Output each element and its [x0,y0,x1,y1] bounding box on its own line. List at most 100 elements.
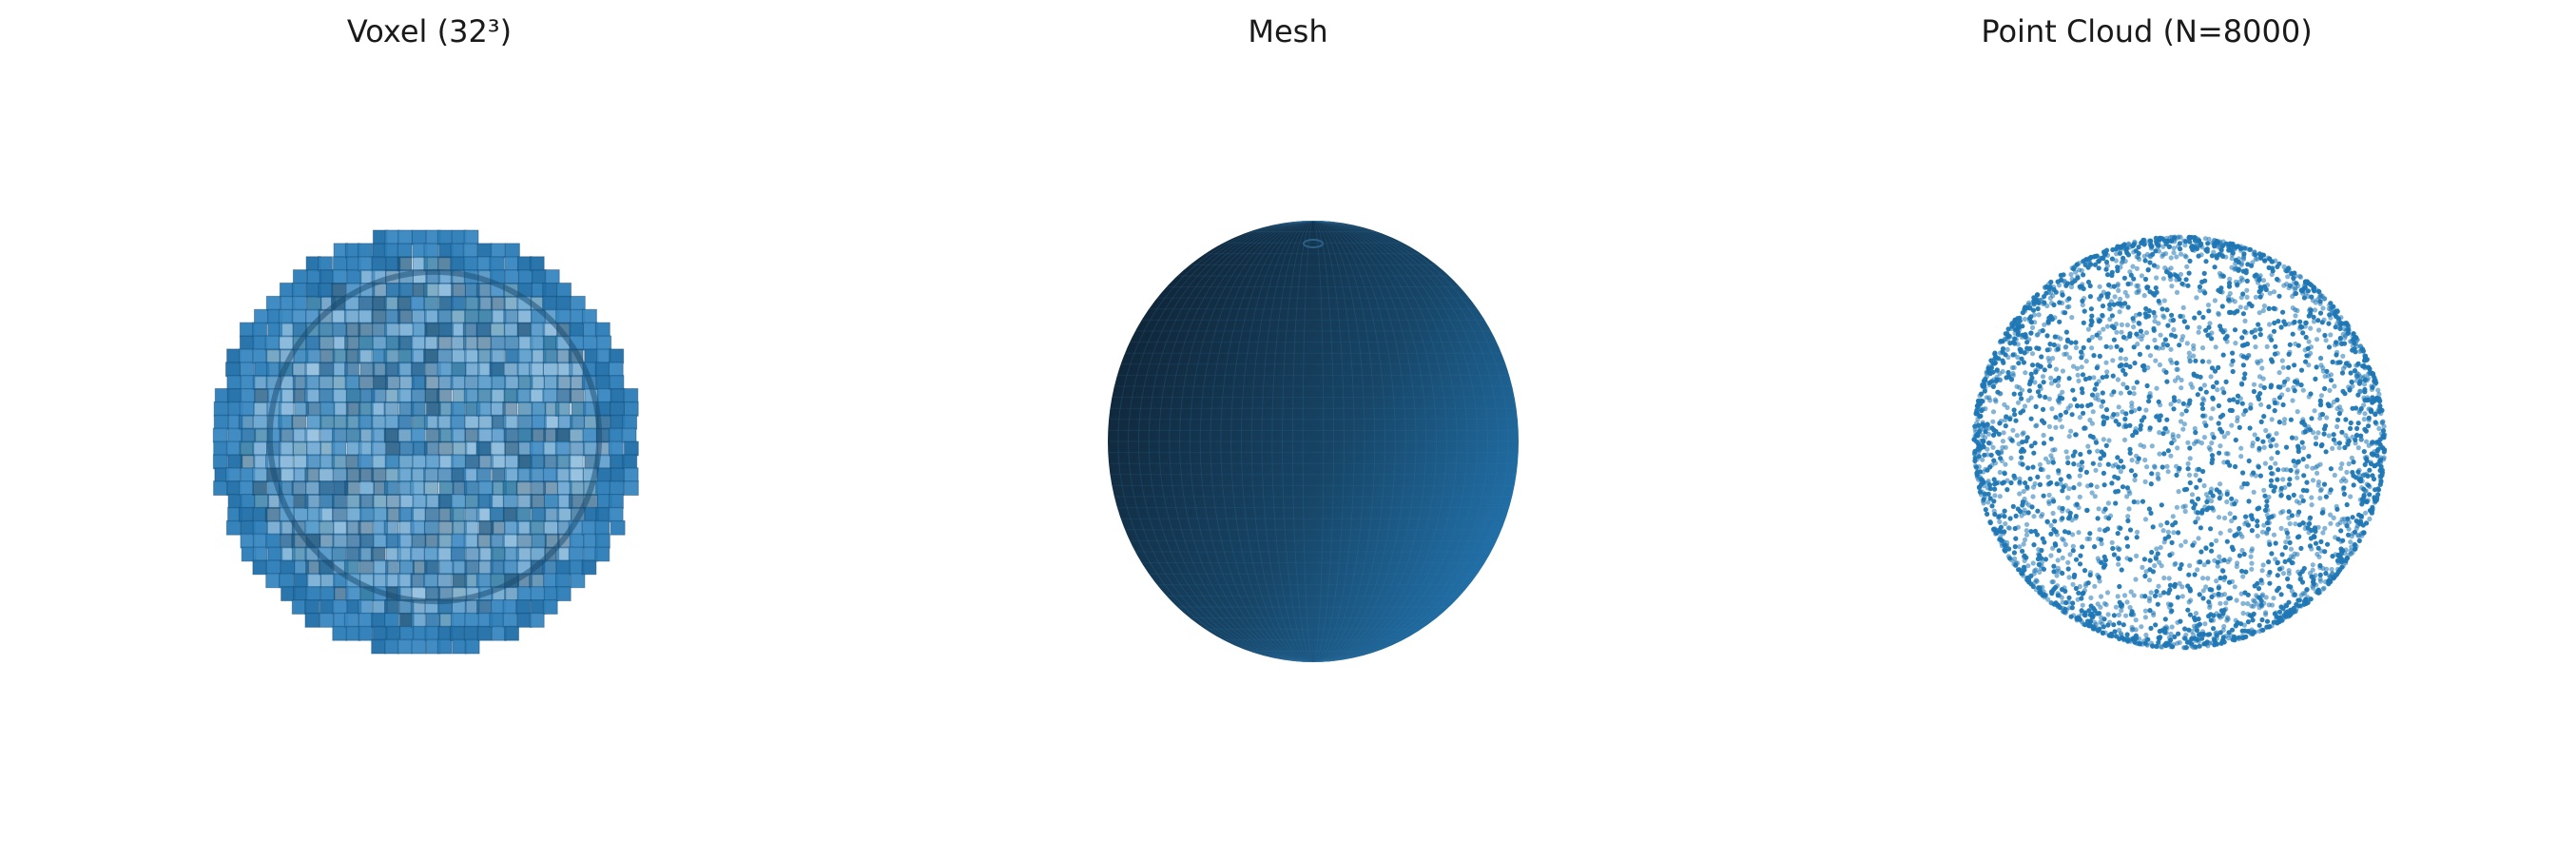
point [2067,605,2073,611]
point [2262,493,2268,499]
point [2226,579,2233,585]
point [2056,468,2062,474]
point [2356,467,2362,473]
point [2245,353,2251,359]
voxel-cell [569,388,585,403]
point [2318,362,2324,368]
point [2117,546,2122,552]
point [2048,453,2054,459]
point [2031,542,2037,548]
point [2268,333,2274,339]
point [2218,273,2224,280]
point [2056,593,2063,598]
point [2017,476,2023,481]
point [2338,322,2344,327]
point [2193,235,2198,241]
point [2259,616,2265,623]
point [2375,461,2381,467]
voxel-cell [503,388,519,403]
point [2165,529,2171,535]
point [2266,305,2272,311]
point [2022,350,2027,356]
voxel-cell [451,295,467,311]
point [2179,584,2185,590]
point [2118,356,2123,362]
point [2136,321,2141,326]
point [2149,471,2155,477]
point [2041,493,2046,499]
point [2233,437,2238,443]
point [2172,583,2178,589]
point [2101,482,2107,488]
point [2380,419,2386,424]
point [2295,597,2301,603]
point [2106,306,2112,312]
point-cloud-title: Point Cloud (N=8000) [1981,13,2313,49]
voxel-cell [333,256,348,272]
point [2073,585,2079,592]
point [2371,452,2376,458]
point [2268,483,2274,489]
voxel-cell [373,625,389,641]
point [2219,567,2225,574]
point [2266,624,2272,630]
point [2318,486,2324,493]
point [2217,450,2222,456]
mesh-longitude-line [1271,221,1355,662]
point [2178,618,2183,624]
point [2029,351,2036,357]
point [2005,346,2010,352]
point [2044,333,2050,339]
voxel-cell [437,494,454,509]
point [2334,397,2340,402]
point [1996,451,2002,457]
voxel-cell [304,612,320,628]
point [2111,552,2117,558]
point [2362,411,2368,417]
point [2169,284,2175,289]
point [2025,510,2031,516]
point [2072,397,2078,402]
point [2043,456,2049,461]
point [2104,272,2111,278]
point [2056,343,2062,349]
point [2200,588,2206,594]
point [2198,549,2204,555]
point [2163,369,2169,375]
point [2101,558,2106,565]
point [2214,630,2219,636]
voxel-cell [503,308,519,324]
point [2280,364,2286,370]
point [2020,461,2025,467]
point [2224,334,2230,340]
point [2179,594,2185,599]
point [2245,600,2251,607]
point [2121,382,2126,387]
point [2302,521,2309,527]
point [2301,473,2307,479]
point [2344,556,2350,561]
voxel-cell [477,308,494,324]
point [2049,315,2055,321]
point [2099,540,2104,547]
point [2287,477,2293,482]
point [2309,546,2315,552]
point [2262,460,2268,466]
point [2220,352,2226,358]
point [2210,493,2216,499]
point [2024,575,2030,581]
voxel-cell [451,308,467,324]
mesh-longitude-line [1250,221,1376,662]
voxel-cell [332,322,348,338]
voxel-cell [279,322,294,338]
voxel-cell [464,494,480,509]
voxel-cell [476,335,493,351]
point [2367,484,2373,490]
point [2278,493,2284,499]
point [2107,513,2114,519]
voxel-cell [504,625,519,641]
point [1998,391,2004,397]
point [2101,326,2106,332]
point [2309,416,2315,421]
voxel-sphere-render [212,229,639,655]
